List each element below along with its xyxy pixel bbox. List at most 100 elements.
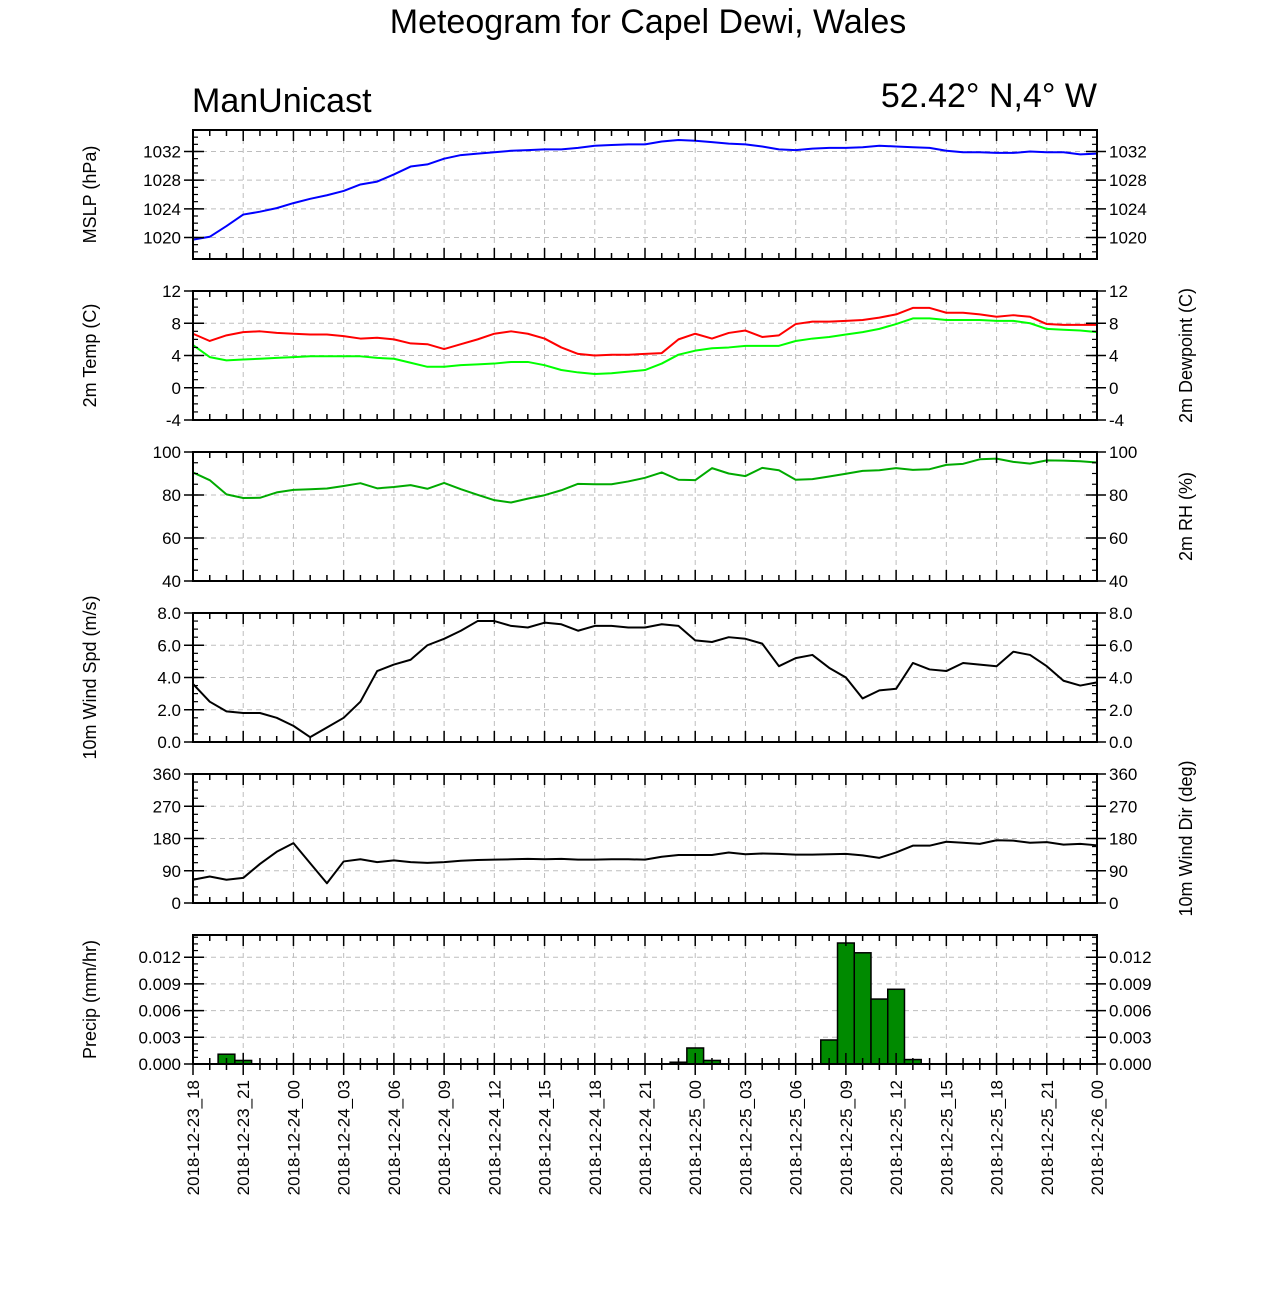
y-tick-label-left: 6.0 [157,636,181,655]
y-tick-label-left: -4 [166,411,181,430]
y-tick-label-right: 8 [1109,314,1118,333]
y-tick-label-left: 80 [162,486,181,505]
x-tick-label: 2018-12-25_03 [736,1080,755,1195]
y-tick-label-left: 90 [162,862,181,881]
y-tick-label-right: 1032 [1109,143,1147,162]
chart-subtitle-left: ManUnicast [192,82,372,120]
y-tick-label-right: 6.0 [1109,636,1133,655]
y-tick-label-right: 1024 [1109,200,1147,219]
y-tick-label-right: 1020 [1109,229,1147,248]
y-tick-label-left: 12 [162,282,181,301]
precip-bar [853,952,872,1065]
y-tick-label-left: 2.0 [157,701,181,720]
y-tick-label-right: 4 [1109,347,1118,366]
x-tick-label: 2018-12-24_12 [485,1080,504,1195]
series-line-1 [192,317,1098,376]
y-tick-label-right: 2.0 [1109,701,1133,720]
y-tick-label-right: 60 [1109,529,1128,548]
panel-5: 0.000 0.000 0.003 0.003 0.006 0.006 0.009 0.009… [80,934,1152,1075]
y-tick-label-left: 1020 [143,229,181,248]
y-axis-title-left: 2m Temp (C) [80,304,100,408]
y-tick-label-left: 0.006 [138,1002,181,1021]
x-tick-label: 2018-12-25_15 [937,1080,956,1195]
y-tick-label-left: 0 [172,379,181,398]
x-tick-label: 2018-12-24_00 [284,1080,303,1195]
x-tick-label: 2018-12-24_03 [335,1080,354,1195]
y-tick-label-left: 0.012 [138,948,181,967]
y-tick-label-left: 0 [172,894,181,913]
y-tick-label-right: 4.0 [1109,669,1133,688]
series-line-0 [192,620,1098,739]
y-tick-label-left: 100 [153,443,181,462]
x-tick-label: 2018-12-24_18 [586,1080,605,1195]
precip-bar [870,998,889,1065]
y-tick-label-right: 80 [1109,486,1128,505]
y-tick-label-right: 40 [1109,572,1128,591]
panel-0: 1020 1020 1024 1024 1028 1028 1032 1032 MSLP (hP… [80,129,1147,260]
y-tick-label-left: 1024 [143,200,181,219]
x-tick-label: 2018-12-23_21 [234,1080,253,1195]
y-tick-label-right: 100 [1109,443,1137,462]
y-axis-title-left: MSLP (hPa) [80,146,100,244]
y-tick-label-left: 180 [153,830,181,849]
x-tick-label: 2018-12-23_18 [184,1080,203,1195]
y-tick-label-left: 8.0 [157,604,181,623]
x-tick-label: 2018-12-24_21 [636,1080,655,1195]
y-tick-label-right: 0 [1109,379,1118,398]
y-tick-label-right: 0.003 [1109,1028,1152,1047]
y-tick-label-right: 12 [1109,282,1128,301]
series-line-0 [192,306,1097,357]
series-line-0 [192,839,1098,885]
y-tick-label-right: 270 [1109,797,1137,816]
panel-4: 0 0 90 90 180 180 270 270 360 360 10m Wind Dir (de… [153,760,1196,916]
y-tick-label-left: 1028 [143,171,181,190]
x-tick-label: 2018-12-24_15 [536,1080,555,1195]
y-axis-title-left: Precip (mm/hr) [80,940,100,1059]
y-tick-label-left: 4.0 [157,669,181,688]
y-tick-label-right: 0.006 [1109,1002,1152,1021]
y-tick-label-left: 0.000 [138,1055,181,1074]
x-tick-label: 2018-12-25_18 [988,1080,1007,1195]
x-tick-label: 2018-12-24_09 [435,1080,454,1195]
series-line-0 [192,457,1098,504]
panel-1: -4 -4 0 0 4 4 8 8 12 12 2m Temp (C) 2m Dewpoint (C) [80,282,1196,430]
y-tick-label-right: 0 [1109,894,1118,913]
y-axis-title-right: 10m Wind Dir (deg) [1176,760,1196,916]
x-tick-label: 2018-12-25_00 [686,1080,705,1195]
x-tick-label: 2018-12-24_06 [385,1080,404,1195]
x-tick-label: 2018-12-25_12 [887,1080,906,1195]
chart-subtitle-right: 52.42° N,4° W [881,77,1097,115]
y-tick-label-right: 0.000 [1109,1055,1152,1074]
panel-2: 40 40 60 60 80 80 100 100 2m RH (%) [153,443,1196,591]
y-tick-label-right: 0.012 [1109,948,1152,967]
y-tick-label-right: -4 [1109,411,1124,430]
y-tick-label-left: 270 [153,797,181,816]
chart-title: Meteogram for Capel Dewi, Wales [390,3,906,41]
y-tick-label-left: 0.0 [157,733,181,752]
x-tick-label: 2018-12-25_21 [1038,1080,1057,1195]
x-tick-label: 2018-12-25_09 [837,1080,856,1195]
y-axis-title-left: 10m Wind Spd (m/s) [80,595,100,759]
y-tick-label-left: 60 [162,529,181,548]
y-axis-title-right: 2m Dewpoint (C) [1176,288,1196,423]
precip-bar [886,988,906,1065]
y-tick-label-left: 0.003 [138,1028,181,1047]
y-tick-label-right: 8.0 [1109,604,1133,623]
y-tick-label-left: 8 [172,314,181,333]
y-tick-label-right: 180 [1109,830,1137,849]
x-tick-label: 2018-12-25_06 [787,1080,806,1195]
y-tick-label-right: 0.009 [1109,975,1152,994]
y-tick-label-right: 360 [1109,765,1137,784]
x-tick-label: 2018-12-26_00 [1088,1080,1107,1195]
series-line-0 [192,139,1098,241]
panel-3: 0.0 0.0 2.0 2.0 4.0 4.0 6.0 6.0 8.0 8.0 10m Wind S… [80,595,1133,759]
y-axis-title-right: 2m RH (%) [1176,472,1196,561]
y-tick-label-right: 0.0 [1109,733,1133,752]
y-tick-label-left: 0.009 [138,975,181,994]
y-tick-label-left: 4 [172,347,181,366]
y-tick-label-left: 1032 [143,143,181,162]
y-tick-label-right: 90 [1109,862,1128,881]
y-tick-label-left: 40 [162,572,181,591]
y-tick-label-right: 1028 [1109,171,1147,190]
